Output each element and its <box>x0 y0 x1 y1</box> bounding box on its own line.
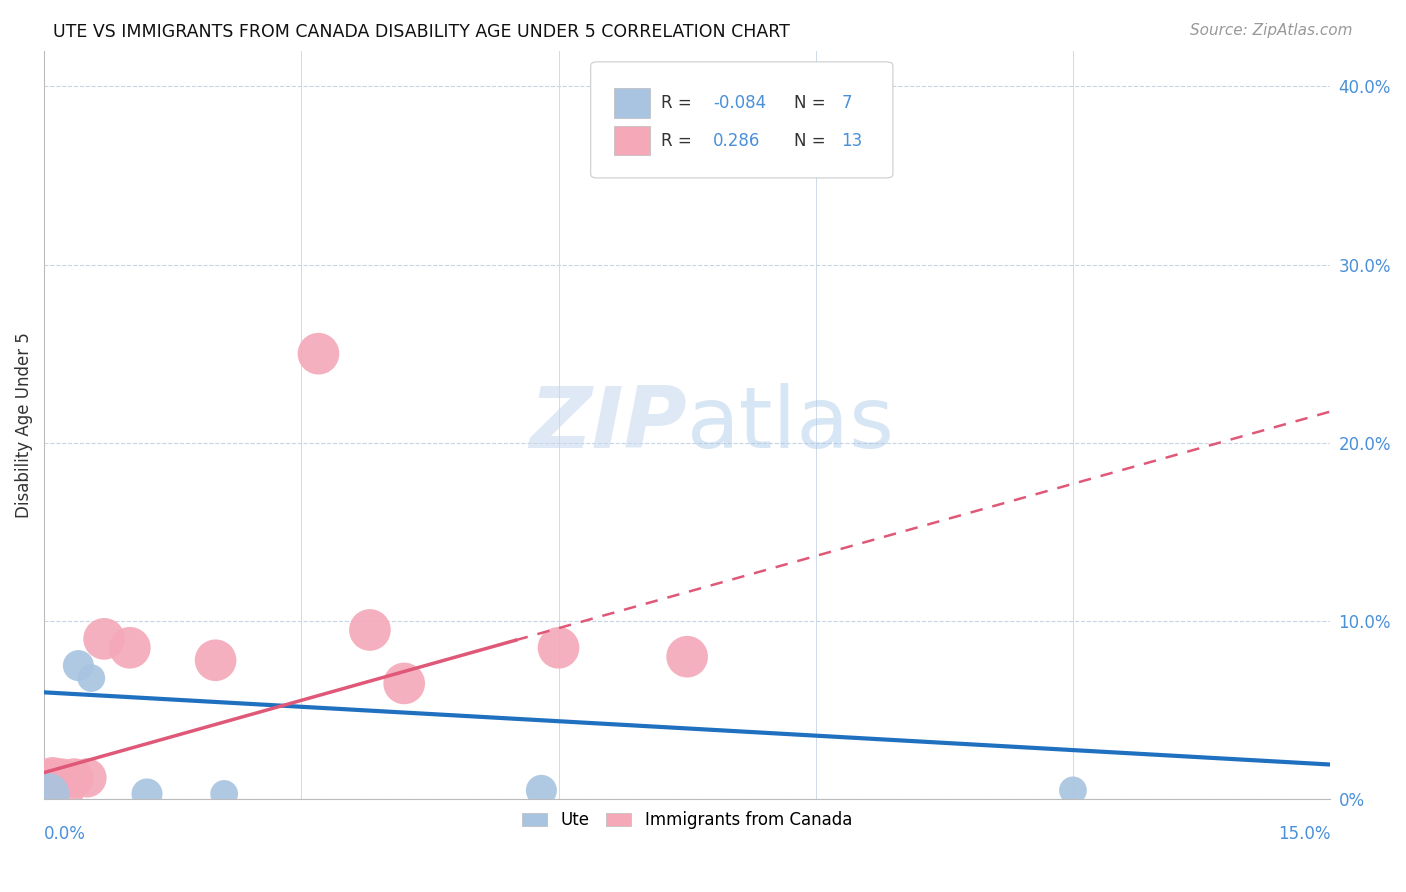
Text: ZIP: ZIP <box>530 384 688 467</box>
Text: 15.0%: 15.0% <box>1278 825 1330 844</box>
FancyBboxPatch shape <box>614 126 650 155</box>
Point <box>392 676 415 690</box>
Point <box>51 771 73 785</box>
Point <box>93 632 115 646</box>
Y-axis label: Disability Age Under 5: Disability Age Under 5 <box>15 332 32 518</box>
Legend: Ute, Immigrants from Canada: Ute, Immigrants from Canada <box>516 805 859 836</box>
Point <box>63 771 86 785</box>
Point <box>204 653 226 667</box>
Text: N =: N = <box>794 94 831 112</box>
Text: 0.286: 0.286 <box>713 131 761 150</box>
Text: UTE VS IMMIGRANTS FROM CANADA DISABILITY AGE UNDER 5 CORRELATION CHART: UTE VS IMMIGRANTS FROM CANADA DISABILITY… <box>53 23 790 41</box>
Point <box>136 787 159 801</box>
Text: 13: 13 <box>841 131 863 150</box>
Point <box>530 783 553 797</box>
Text: 7: 7 <box>841 94 852 112</box>
Text: R =: R = <box>661 131 703 150</box>
FancyBboxPatch shape <box>591 62 893 178</box>
Point <box>118 640 141 655</box>
Text: atlas: atlas <box>688 384 896 467</box>
Text: 0.0%: 0.0% <box>44 825 86 844</box>
Point <box>1062 783 1084 797</box>
Point <box>212 787 235 801</box>
Point <box>547 640 569 655</box>
Point <box>37 787 59 801</box>
Text: Source: ZipAtlas.com: Source: ZipAtlas.com <box>1189 23 1353 38</box>
Point <box>308 347 330 361</box>
Point <box>76 771 98 785</box>
Point <box>67 658 90 673</box>
Point <box>359 623 381 637</box>
Point <box>676 649 699 664</box>
Text: R =: R = <box>661 94 697 112</box>
Point <box>37 787 59 801</box>
Point <box>41 771 63 785</box>
Text: N =: N = <box>794 131 831 150</box>
FancyBboxPatch shape <box>614 88 650 118</box>
Text: -0.084: -0.084 <box>713 94 766 112</box>
Point <box>80 671 103 685</box>
